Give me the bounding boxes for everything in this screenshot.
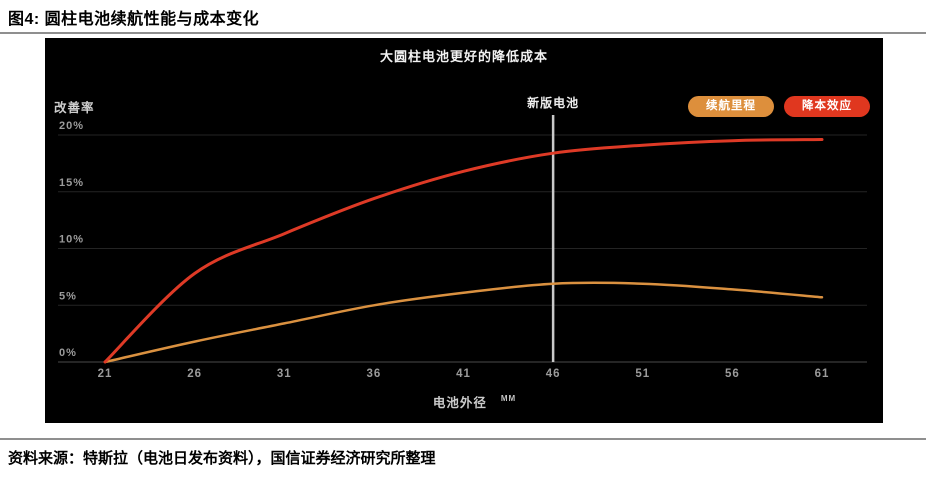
x-axis-title: 电池外径 MM — [433, 392, 516, 411]
source-note: 资料来源：特斯拉（电池日发布资料），国信证券经济研究所整理 — [8, 450, 436, 467]
svg-text:31: 31 — [277, 368, 292, 380]
svg-text:0%: 0% — [59, 347, 77, 359]
top-divider — [0, 32, 926, 34]
chart-panel: 大圆柱电池更好的降低成本 改善率 续航里程 降本效应 0% 5% 10% 15% 20%… — [45, 38, 883, 423]
figure-title: 图4: 圆柱电池续航性能与成本变化 — [8, 11, 260, 28]
svg-text:46: 46 — [546, 368, 561, 380]
svg-text:51: 51 — [635, 368, 650, 380]
x-axis-unit: MM — [500, 394, 517, 403]
y-axis-title: 改善率 — [54, 101, 95, 115]
svg-text:36: 36 — [366, 368, 381, 380]
svg-text:10%: 10% — [59, 234, 84, 246]
annotation-label: 新版电池 — [527, 96, 580, 110]
svg-text:15%: 15% — [59, 177, 84, 189]
chart-legend: 续航里程 降本效应 — [688, 96, 870, 117]
legend-item-range: 续航里程 — [688, 96, 774, 117]
svg-text:61: 61 — [815, 368, 830, 380]
x-axis-label-text: 电池外径 — [432, 396, 487, 410]
svg-text:5%: 5% — [59, 290, 77, 302]
svg-text:56: 56 — [725, 368, 740, 380]
svg-text:41: 41 — [456, 368, 471, 380]
svg-text:20%: 20% — [59, 120, 84, 132]
svg-text:21: 21 — [98, 368, 113, 380]
svg-text:26: 26 — [187, 368, 202, 380]
bottom-divider — [0, 438, 926, 440]
chart-title: 大圆柱电池更好的降低成本 — [379, 49, 548, 64]
legend-item-cost: 降本效应 — [784, 96, 870, 117]
chart-plot: 0% 5% 10% 15% 20% 21 26 31 36 41 46 51 56 61 — [58, 115, 867, 380]
